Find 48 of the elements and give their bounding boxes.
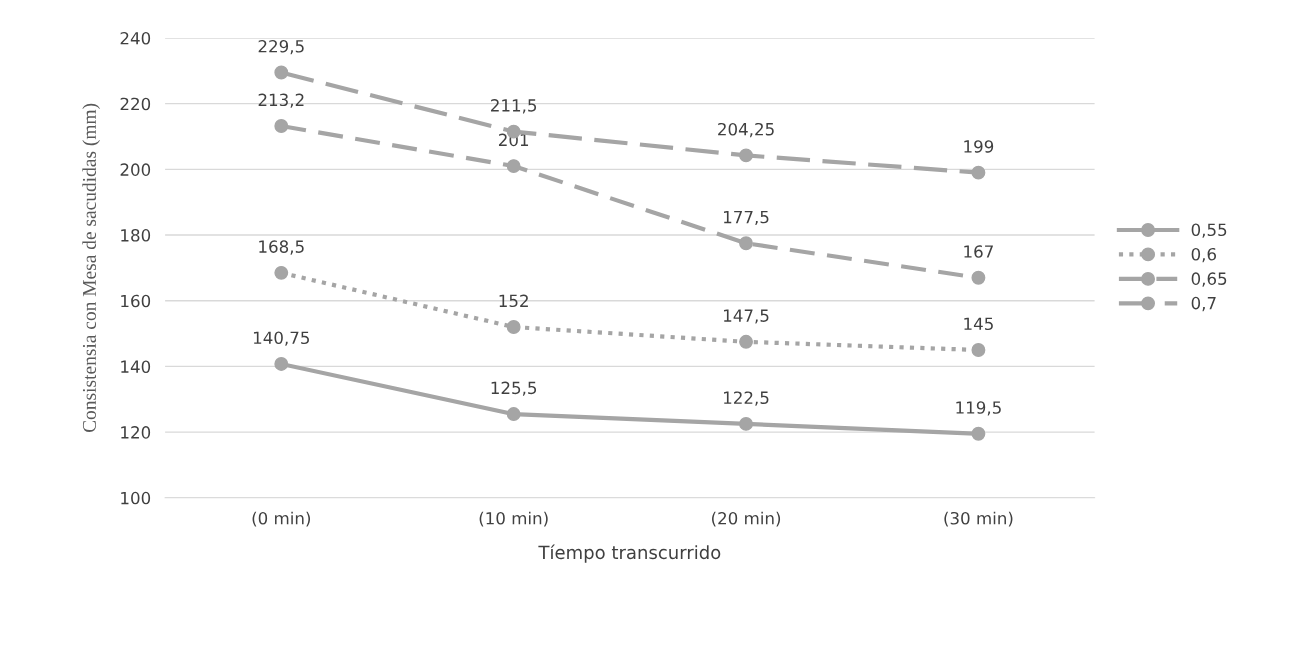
data-label: 147,5 [724, 309, 769, 324]
point [971, 343, 986, 357]
data-label: 213,2 [258, 93, 304, 108]
point [506, 407, 521, 421]
point [971, 165, 986, 180]
y-tick-label: 120 [121, 426, 151, 439]
x-tick-label: (10 min) [479, 511, 548, 527]
data-label: 204,25 [718, 122, 774, 138]
x-tick-label: (20 min) [712, 511, 781, 527]
point [739, 416, 753, 431]
data-label: 168,5 [259, 240, 304, 255]
point [274, 119, 289, 133]
data-label: 229,5 [258, 39, 304, 55]
legend-label: 0,6 [1191, 247, 1217, 263]
y-tick-label: 240 [120, 31, 151, 45]
point [274, 265, 289, 280]
point [506, 159, 521, 174]
x-tick-label: (30 min) [944, 511, 1013, 527]
data-label: 140,75 [253, 331, 309, 346]
data-label: 122,5 [724, 391, 769, 406]
y-tick-label: 180 [121, 229, 151, 242]
data-label: 152 [499, 294, 528, 308]
data-label: 199 [964, 140, 994, 153]
point [274, 65, 289, 80]
data-label: 211,5 [491, 99, 537, 114]
point [739, 148, 753, 163]
legend-label: 0,55 [1191, 223, 1227, 238]
point [971, 270, 986, 285]
data-label: 177,5 [724, 210, 769, 226]
point [739, 334, 753, 349]
point [506, 320, 521, 334]
data-label: 119,5 [956, 401, 1001, 416]
y-tick-label: 160 [121, 294, 151, 308]
data-label: 145 [964, 317, 993, 331]
y-tick-label: 220 [120, 97, 151, 111]
y-axis-title: Consistensia con Mesa de sacudidas (mm) [82, 103, 100, 433]
data-label: 167 [964, 245, 993, 258]
point [274, 357, 289, 371]
point [971, 426, 986, 441]
x-tick-label: (0 min) [252, 511, 311, 527]
data-label: 125,5 [491, 381, 537, 396]
legend-label: 0,65 [1191, 272, 1227, 287]
x-axis-title: Tíempo transcurrido [538, 544, 721, 563]
y-tick-label: 100 [121, 491, 151, 505]
point [739, 236, 753, 251]
legend-label: 0,7 [1191, 296, 1216, 312]
y-tick-label: 140 [121, 360, 151, 373]
y-tick-label: 200 [120, 163, 151, 176]
